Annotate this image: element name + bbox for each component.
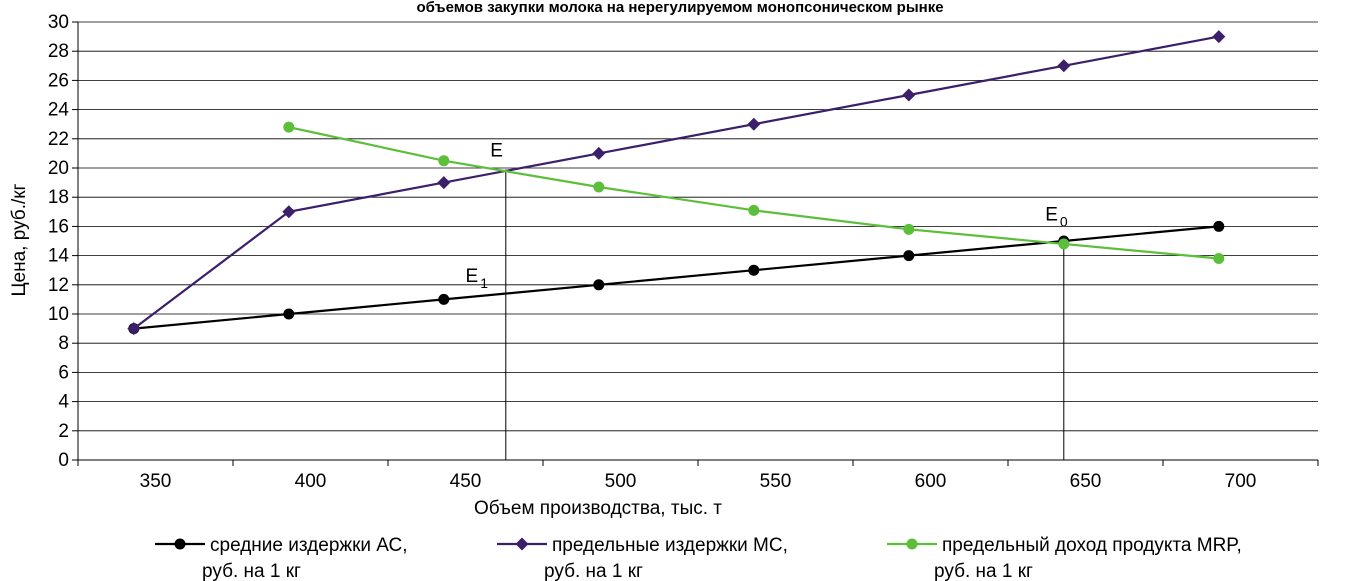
y-tick-label-12: 12 xyxy=(48,275,69,296)
data-point-0-2 xyxy=(438,293,450,305)
data-point-0-7 xyxy=(1213,220,1225,232)
legend-label-0-line2: руб. на 1 кг xyxy=(202,561,301,581)
y-tick-label-0: 0 xyxy=(58,450,69,471)
legend-label-2-line2: руб. на 1 кг xyxy=(934,561,1033,581)
data-point-2-3 xyxy=(748,204,760,216)
legend-item-2: предельный доход продукта MRP, руб. на 1 … xyxy=(887,535,1242,581)
data-series xyxy=(127,30,1226,336)
y-tick-label-6: 6 xyxy=(58,362,69,383)
series-line-0 xyxy=(133,225,1219,330)
x-tick-label-400: 400 xyxy=(295,471,327,492)
chart-title: объемов закупки молока на нерегулируемом… xyxy=(416,0,943,16)
data-point-2-0 xyxy=(283,121,295,133)
gridlines xyxy=(78,21,1318,432)
x-axis-ticks: 350 400 450 500 550 600 650 700 xyxy=(77,460,1319,492)
legend-item-0: средние издержки АС, руб. на 1 кг xyxy=(155,535,408,581)
legend-marker-1 xyxy=(515,537,529,551)
series-line-1 xyxy=(133,35,1220,330)
data-point-1-3 xyxy=(592,146,606,160)
x-tick-label-600: 600 xyxy=(915,471,947,492)
data-point-2-4 xyxy=(903,223,915,235)
y-tick-label-10: 10 xyxy=(48,304,69,325)
data-point-0-3 xyxy=(593,279,605,291)
legend: средние издержки АС,руб. на 1 кгпредельн… xyxy=(155,535,1242,581)
y-tick-label-20: 20 xyxy=(48,158,69,179)
y-tick-label-16: 16 xyxy=(48,216,69,237)
y-tick-label-4: 4 xyxy=(58,392,69,413)
x-tick-label-650: 650 xyxy=(1070,471,1102,492)
x-tick-label-450: 450 xyxy=(450,471,482,492)
equilibrium-annotations: E E 1 E 0 xyxy=(466,140,1068,291)
y-tick-label-28: 28 xyxy=(48,41,69,62)
series-2 xyxy=(283,121,1225,265)
data-point-0-4 xyxy=(748,264,760,276)
y-tick-label-14: 14 xyxy=(48,246,70,267)
legend-label-2-line1: предельный доход продукта MRP, xyxy=(942,535,1242,556)
legend-marker-0 xyxy=(174,538,186,550)
series-1 xyxy=(127,30,1226,336)
y-tick-label-2: 2 xyxy=(58,421,69,442)
data-point-2-6 xyxy=(1213,253,1225,265)
x-tick-label-700: 700 xyxy=(1225,471,1257,492)
data-point-2-5 xyxy=(1058,238,1070,250)
x-tick-label-500: 500 xyxy=(605,471,637,492)
data-point-1-0 xyxy=(127,322,141,336)
y-tick-label-26: 26 xyxy=(48,70,69,91)
legend-label-1-line2: руб. на 1 кг xyxy=(544,561,643,581)
x-tick-label-350: 350 xyxy=(140,471,172,492)
y-tick-label-24: 24 xyxy=(48,100,70,121)
data-point-1-6 xyxy=(1057,59,1071,73)
data-point-0-1 xyxy=(283,308,295,320)
data-point-1-1 xyxy=(282,205,296,219)
x-axis-label: Объем производства, тыс. т xyxy=(474,498,722,519)
axes xyxy=(77,22,1318,466)
y-tick-label-18: 18 xyxy=(48,187,69,208)
data-point-0-5 xyxy=(903,250,915,262)
data-point-1-4 xyxy=(747,117,761,131)
annotation-label-0: E xyxy=(490,140,503,161)
legend-item-1: предельные издержки МС, руб. на 1 кг xyxy=(497,535,788,581)
x-tick-label-550: 550 xyxy=(760,471,792,492)
equilibrium-drop-lines xyxy=(505,169,1065,460)
data-point-1-2 xyxy=(437,176,451,190)
legend-marker-2 xyxy=(906,538,918,550)
data-point-2-1 xyxy=(438,155,450,167)
y-tick-label-8: 8 xyxy=(58,333,69,354)
legend-label-1-line1: предельные издержки МС, xyxy=(552,535,788,556)
legend-label-0-line1: средние издержки АС, xyxy=(210,535,408,556)
y-tick-label-22: 22 xyxy=(48,129,69,150)
data-point-2-2 xyxy=(593,181,605,193)
data-point-1-5 xyxy=(902,88,916,102)
series-0 xyxy=(128,220,1225,335)
data-point-1-7 xyxy=(1212,30,1226,44)
y-axis-label: Цена, руб./кг xyxy=(9,183,30,296)
y-tick-label-30: 30 xyxy=(48,12,69,33)
